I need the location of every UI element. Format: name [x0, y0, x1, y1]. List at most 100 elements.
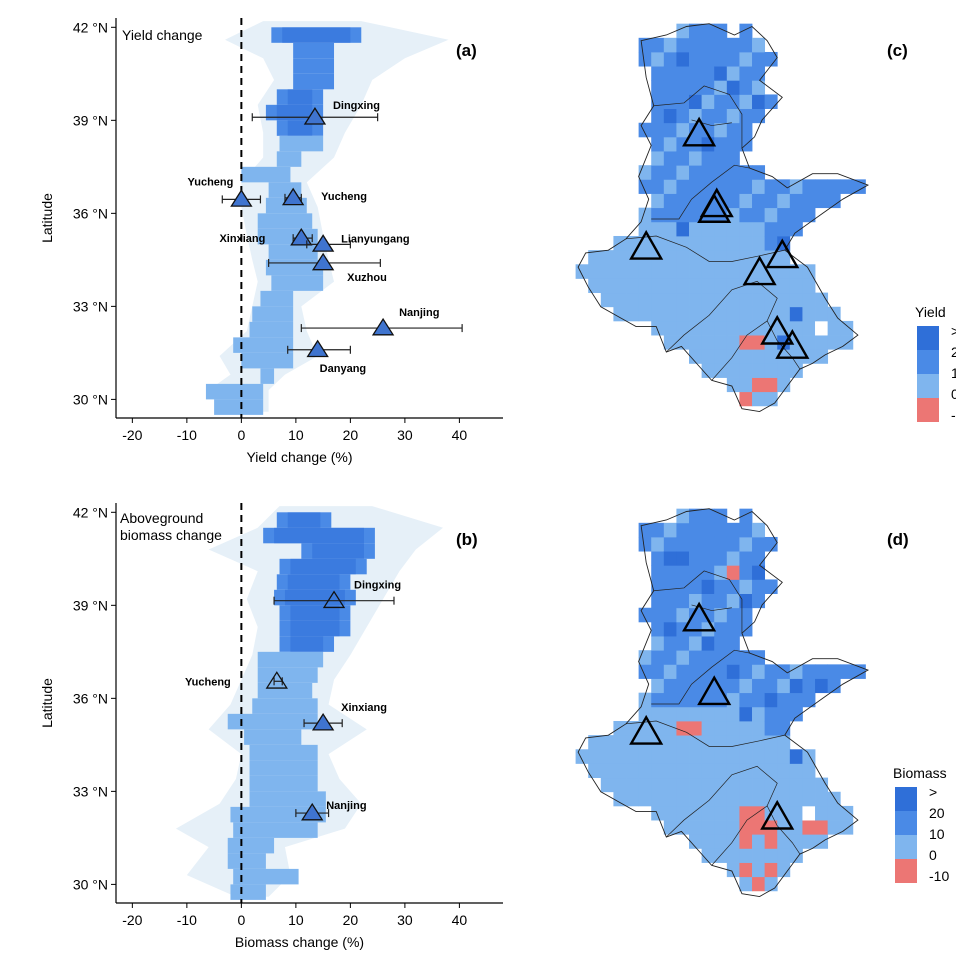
- map-c-cell-242: [752, 94, 766, 109]
- map-d-cell-95: [676, 551, 690, 566]
- panel-a-x-tick-label-2: 0: [237, 427, 245, 443]
- panel-a-y-tick-label-2: 36 °N: [73, 205, 108, 221]
- map-d-cell-236: [752, 706, 766, 722]
- map-c-cell-212: [739, 193, 753, 209]
- map-d-cell-161: [714, 664, 728, 679]
- map-c-cell-316: [840, 179, 854, 194]
- map-c-cell-201: [739, 349, 753, 364]
- map-c-cell-218: [739, 94, 753, 109]
- map-d-legend-swatch-0: [895, 787, 917, 811]
- map-d-cell-219: [739, 565, 753, 580]
- map-c-cell-97: [676, 37, 690, 53]
- map-c-cell-66: [663, 165, 677, 180]
- map-d-border-3: [625, 720, 785, 747]
- map-c-cell-110: [689, 193, 703, 209]
- map-c-cell-140: [701, 122, 715, 138]
- map-d-cell-309: [827, 820, 841, 835]
- panel-a-site-label-2: Yucheng: [321, 191, 367, 203]
- map-c-legend-swatch-1: [917, 350, 939, 374]
- map-c-cell-153: [714, 292, 728, 308]
- map-c-cell-309: [827, 335, 841, 350]
- map-c-cell-293: [802, 335, 816, 350]
- map-d-cell-20: [638, 791, 652, 807]
- map-c-legend-label-2: 1: [951, 365, 956, 381]
- map-c-cell-54: [663, 335, 677, 350]
- panel-b-bar-21: [227, 837, 275, 854]
- map-d-cell-293: [802, 820, 816, 835]
- map-c-cell-92: [676, 108, 690, 124]
- map-c-cell-33: [651, 320, 665, 336]
- panel-b-bar-24: [230, 884, 266, 900]
- map-c-site-triangle-2: [699, 187, 734, 218]
- panel-a-bar-1: [293, 42, 335, 59]
- map-d-cell-216: [739, 607, 753, 623]
- map-c-cell-183: [726, 235, 740, 251]
- panel-a-bar-18: [252, 306, 294, 322]
- map-c-cell-5: [600, 278, 614, 294]
- map-d-cell-213: [739, 664, 753, 679]
- map-c-cell-197: [726, 37, 740, 53]
- map-c-cell-313: [827, 179, 841, 194]
- map-d-cell-91: [676, 607, 690, 623]
- map-d-cell-275: [777, 720, 791, 736]
- map-d-cell-240: [752, 650, 766, 665]
- map-c-cell-149: [714, 349, 728, 364]
- map-d-cell-315: [840, 805, 854, 821]
- panel-a-x-tick-label-4: 20: [343, 427, 359, 443]
- panel-a-site-marker-2: [281, 187, 305, 206]
- map-c-cell-229: [752, 320, 766, 336]
- map-c-cell-237: [752, 207, 766, 223]
- map-c-cell-58: [663, 278, 677, 294]
- map-d-cell-43: [651, 664, 665, 679]
- map-d-cell-249: [764, 848, 778, 863]
- map-c-cell-205: [739, 292, 753, 308]
- panel-a-bar-2: [293, 58, 335, 74]
- map-d-border-2: [651, 649, 750, 705]
- map-c-cell-55: [663, 320, 677, 336]
- map-d-cell-48: [651, 593, 665, 609]
- map-d-cell-237: [752, 692, 766, 708]
- map-c-cell-239: [752, 179, 766, 194]
- map-c-border-5: [711, 320, 768, 381]
- map-d-cell-138: [701, 636, 715, 651]
- map-c-cell-236: [752, 221, 766, 237]
- map-c-cell-138: [701, 151, 715, 166]
- map-c-cell-111: [689, 179, 703, 194]
- map-c-cell-225: [752, 377, 766, 393]
- map-d-cell-231: [752, 777, 766, 793]
- map-c-cell-103: [689, 292, 703, 308]
- map-c-cell-169: [714, 66, 728, 81]
- map-d-cell-54: [663, 820, 677, 835]
- panel-b-bar-11: [257, 682, 313, 699]
- map-d-cell-23: [638, 749, 652, 764]
- map-c-cell-224: [752, 391, 766, 407]
- map-d-cell-78: [676, 791, 690, 807]
- map-c-cell-230: [752, 306, 766, 322]
- map-c-cell-129: [701, 278, 715, 294]
- map-d-cell-128: [701, 777, 715, 793]
- map-c-cell-128: [701, 292, 715, 308]
- map-c-cell-74: [663, 51, 677, 67]
- map-c-cell-7: [600, 250, 614, 265]
- map-c-site-markers: [629, 116, 810, 359]
- map-d-cell-202: [739, 820, 753, 835]
- panel-b-bar-20: [233, 822, 318, 838]
- map-c-cell-2: [588, 264, 602, 279]
- map-c-cell-193: [726, 94, 740, 109]
- map-d-cell-209: [739, 720, 753, 736]
- panel-a-bars: [205, 27, 362, 415]
- panel-a-bar-12: [257, 213, 313, 229]
- map-d-legend-label-1: 20: [929, 805, 945, 821]
- map-d-cell-72: [663, 565, 677, 580]
- map-c-cell-264: [764, 51, 778, 67]
- map-d-cell-110: [689, 678, 703, 694]
- map-d-cell-31: [638, 536, 652, 552]
- map-d-cell-84: [676, 706, 690, 722]
- map-d-cell-229: [752, 805, 766, 821]
- map-c-cell-235: [752, 235, 766, 251]
- map-c-cell-272: [777, 278, 791, 294]
- map-d-cell-51: [651, 551, 665, 566]
- map-d-cell-210: [739, 706, 753, 722]
- map-c-border-4: [666, 280, 801, 370]
- map-d-cell-164: [714, 621, 728, 637]
